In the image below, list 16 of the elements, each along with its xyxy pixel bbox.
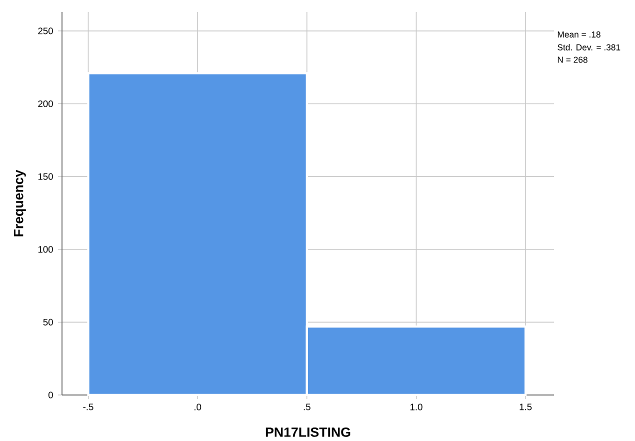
x-tick-label: .0 xyxy=(194,404,202,410)
x-tick-label: .5 xyxy=(304,404,310,410)
text: Mean = .18 xyxy=(558,31,600,38)
y-axis-title: Frequency xyxy=(14,170,26,236)
x-axis-title: PN17LISTING xyxy=(266,427,350,437)
y-tick-label: 100 xyxy=(38,246,53,253)
y-tick-label: 50 xyxy=(43,318,53,326)
y-tick-label: 250 xyxy=(38,28,53,34)
y-tick-label: 150 xyxy=(38,173,53,180)
x-tick-label: -.5 xyxy=(83,404,94,410)
text: Std. Dev. = .381 xyxy=(558,44,620,50)
text: N = 268 xyxy=(558,56,588,63)
y-tick-label: 200 xyxy=(38,100,53,108)
x-tick-label: 1.5 xyxy=(520,404,532,410)
y-tick-label: 0 xyxy=(48,392,53,398)
x-tick-label: 1.0 xyxy=(410,404,422,410)
